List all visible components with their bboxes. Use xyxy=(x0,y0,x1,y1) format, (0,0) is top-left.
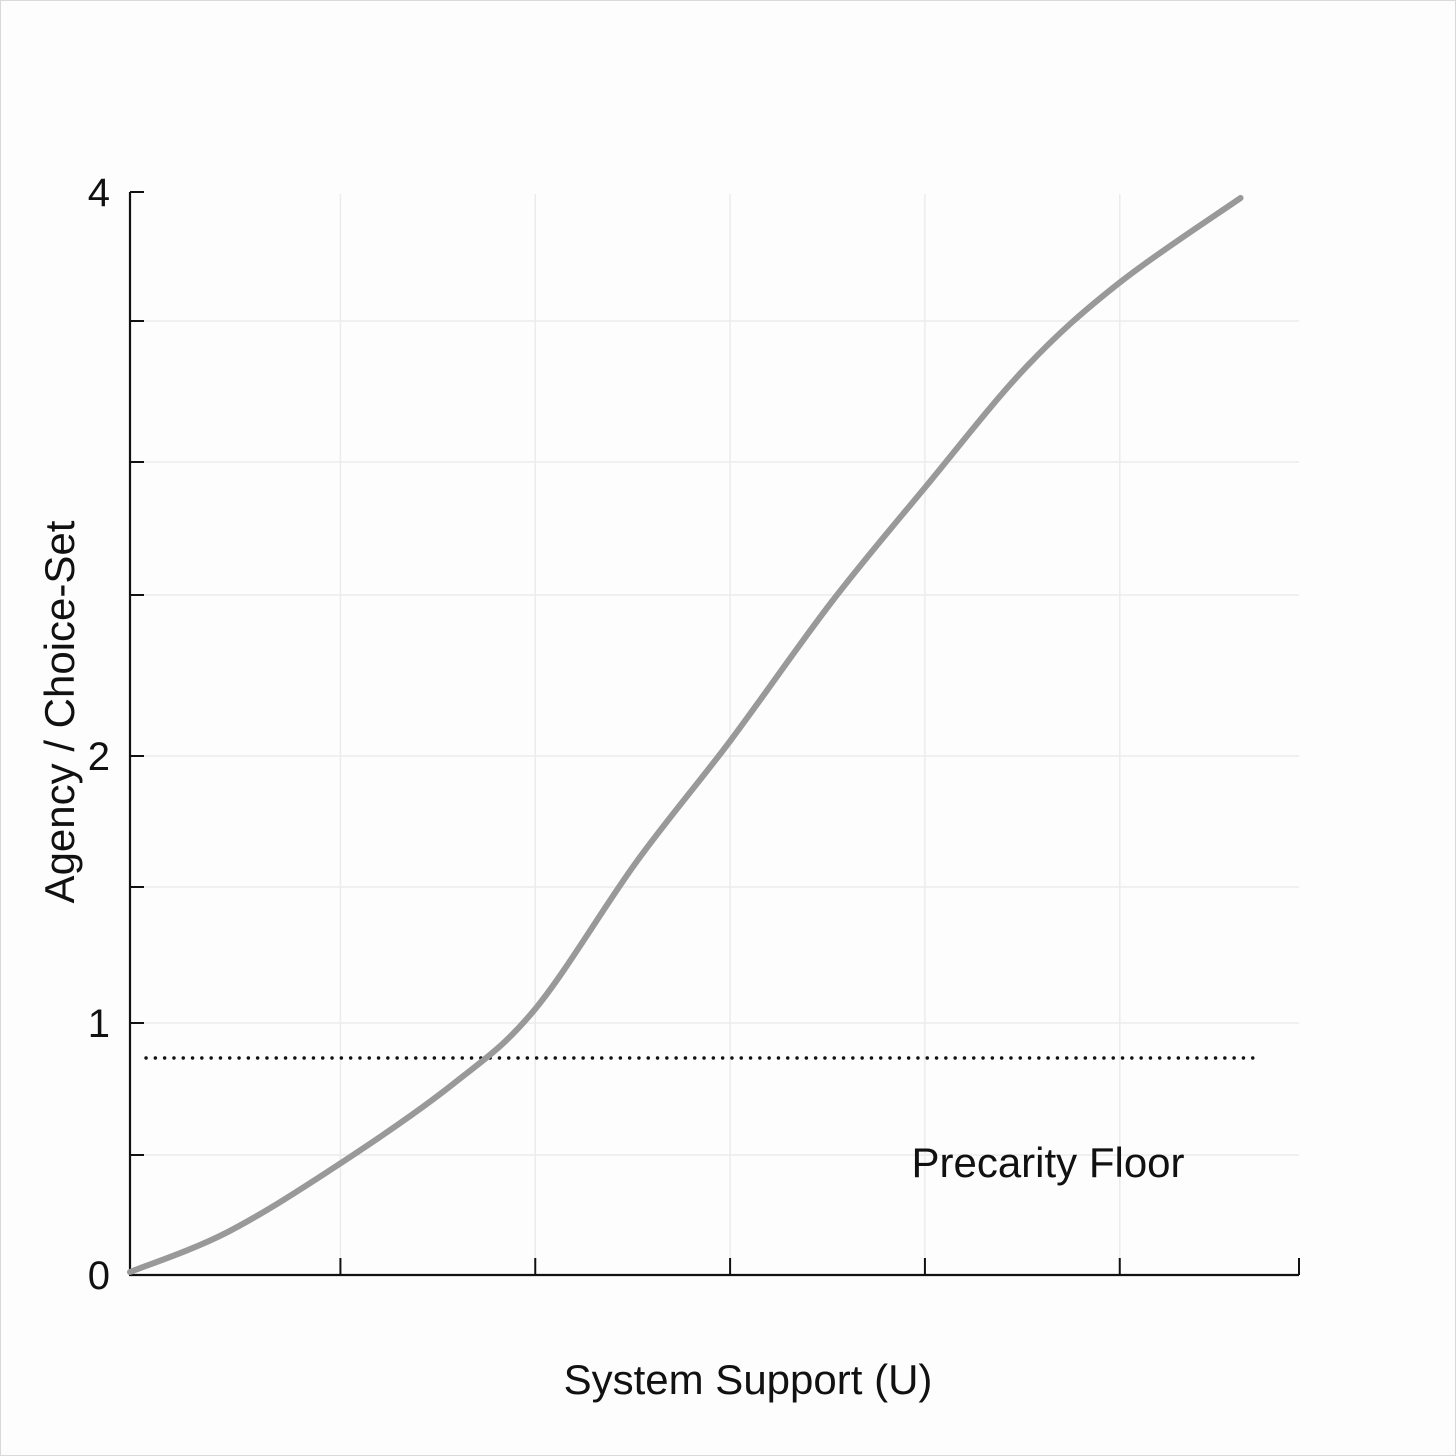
y-tick-label: 2 xyxy=(88,735,110,779)
agency-curve xyxy=(127,195,1244,1275)
x-axis-label: System Support (U) xyxy=(564,1356,933,1403)
y-tick-label: 4 xyxy=(88,171,110,215)
y-tick-label: 0 xyxy=(88,1254,110,1298)
axes xyxy=(128,192,1299,1277)
tick-labels: 0 1 2 4 xyxy=(88,171,110,1298)
precarity-floor-label: Precarity Floor xyxy=(911,1139,1184,1186)
ticks xyxy=(130,191,1300,1276)
series-group xyxy=(127,195,1244,1275)
grid xyxy=(130,194,1299,1275)
y-axis-label: Agency / Choice-Set xyxy=(36,520,83,903)
y-tick-label: 1 xyxy=(88,1002,110,1046)
